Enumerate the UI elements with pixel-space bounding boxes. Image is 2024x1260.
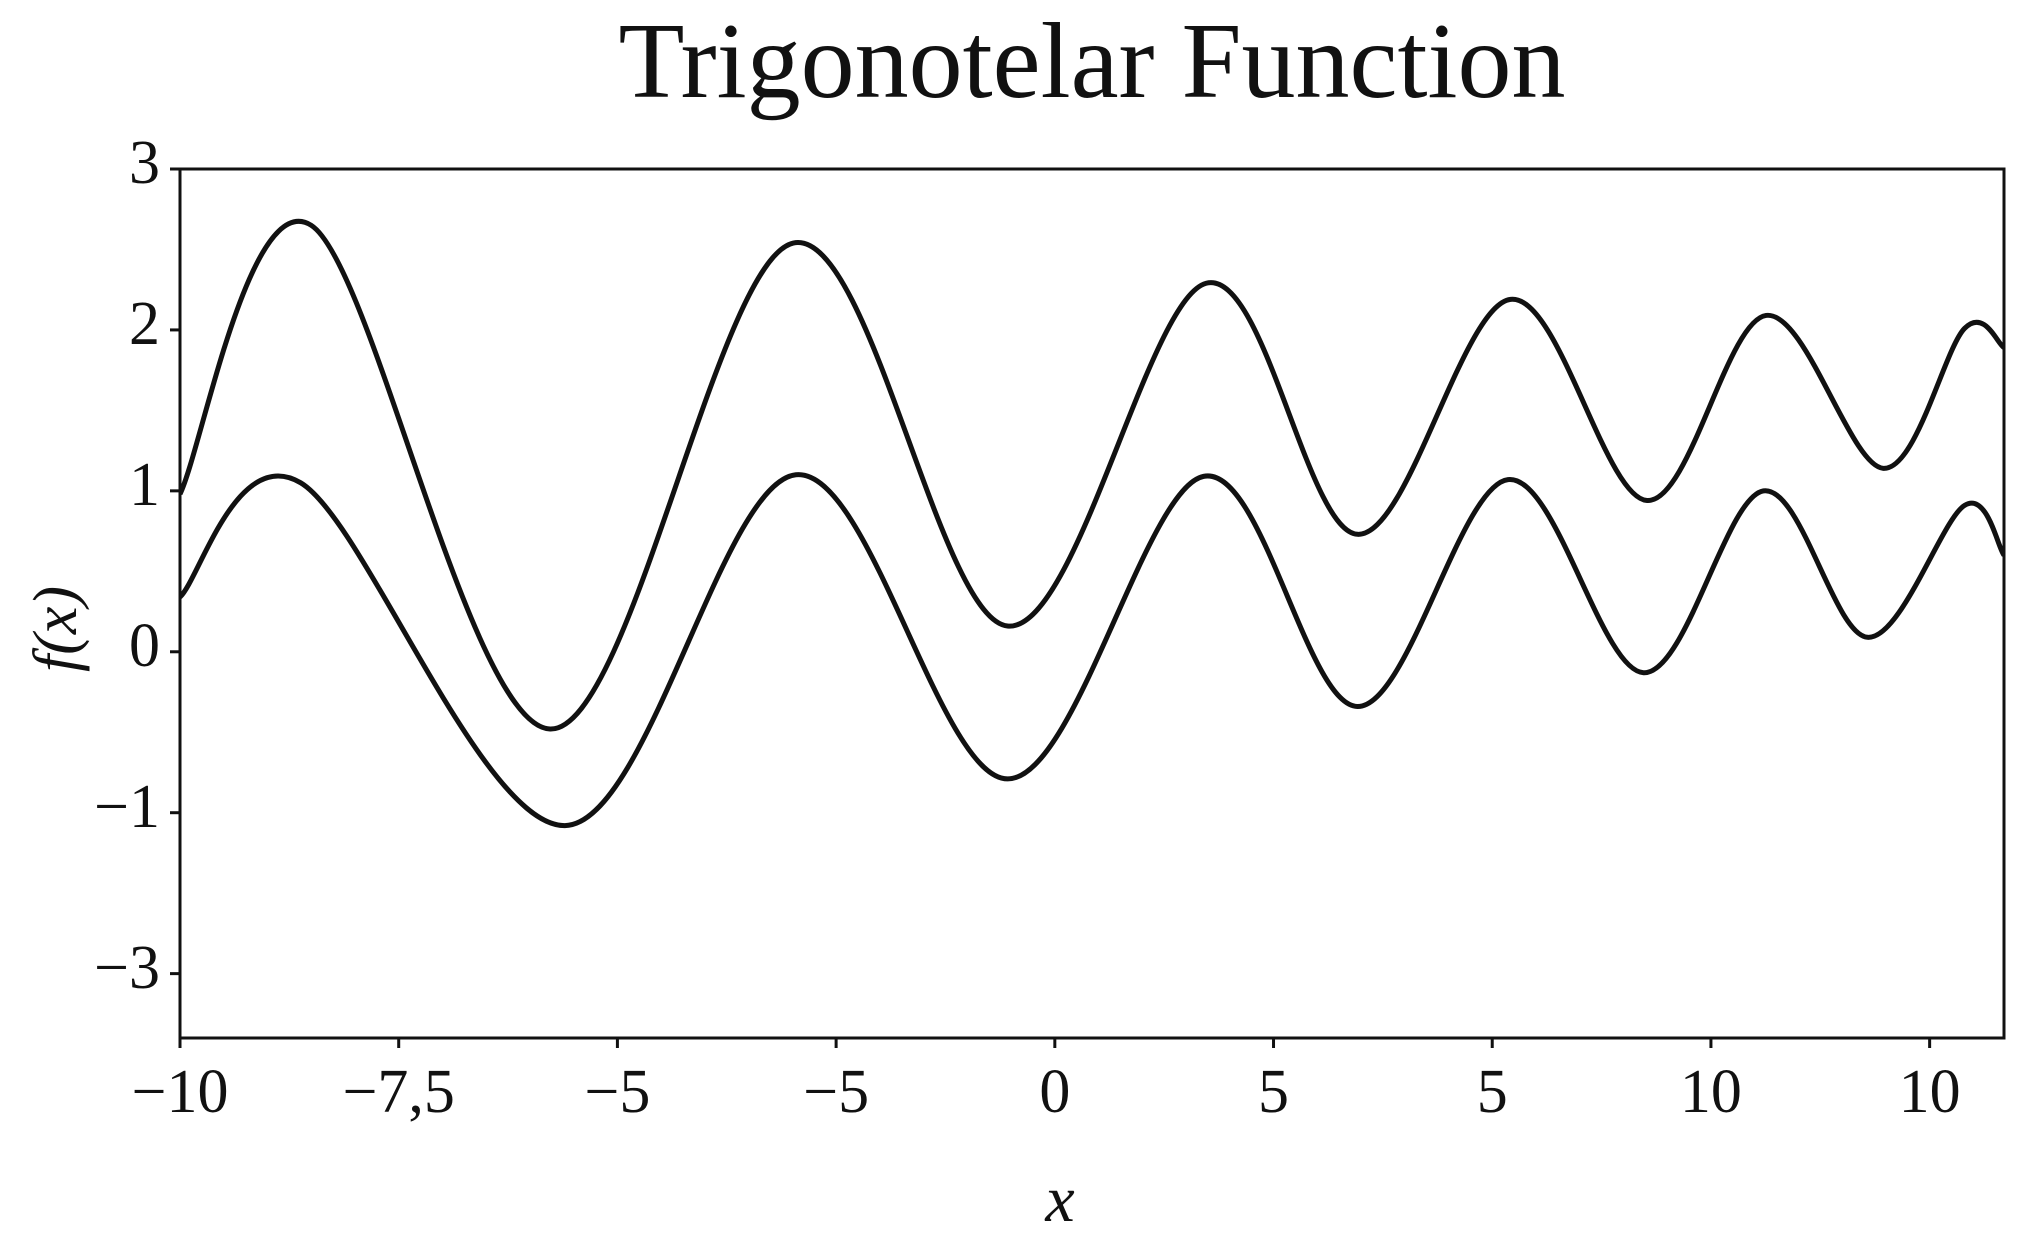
- line-series: [180, 219, 2004, 732]
- x-tick-label: 0: [1039, 1058, 1070, 1126]
- y-tick-label: −3: [94, 934, 160, 1002]
- x-tick-label: −7,5: [342, 1058, 454, 1126]
- x-tick-label: 5: [1258, 1058, 1289, 1126]
- x-tick-label: −5: [803, 1058, 869, 1126]
- x-tick-label: −10: [132, 1058, 229, 1126]
- y-tick-label: 2: [129, 290, 160, 358]
- y-tick-label: 3: [129, 129, 160, 197]
- x-tick-label: 10: [1680, 1058, 1742, 1126]
- x-tick-label: 5: [1477, 1058, 1508, 1126]
- y-tick-label: 0: [129, 612, 160, 680]
- line-series: [180, 472, 2004, 829]
- plot-frame: [178, 167, 2006, 1040]
- x-axis-label: x: [1044, 1163, 1074, 1236]
- y-tick-label: −1: [94, 773, 160, 841]
- y-axis-label: f(x): [22, 586, 90, 672]
- chart-title: Trigonotelar Function: [618, 2, 1565, 121]
- x-tick-label: 10: [1899, 1058, 1961, 1126]
- x-tick-label: −5: [584, 1058, 650, 1126]
- y-tick-label: 1: [129, 451, 160, 519]
